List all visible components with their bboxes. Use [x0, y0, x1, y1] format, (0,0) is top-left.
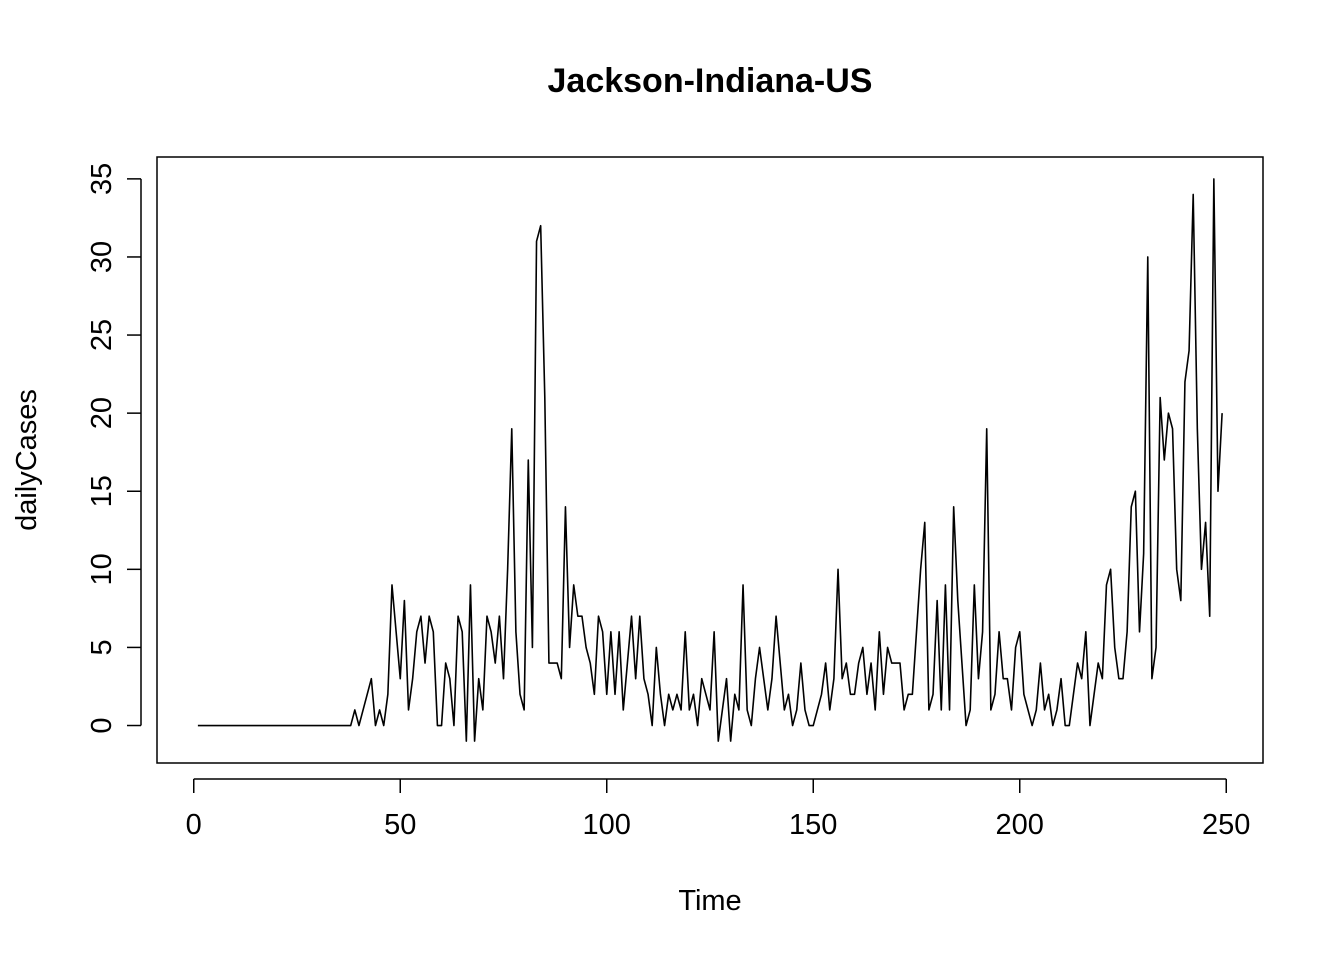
- y-tick-label: 30: [86, 241, 118, 273]
- plot-frame: [156, 156, 1264, 764]
- series-line-daily-cases: [197, 178, 1223, 742]
- x-tick-label: 150: [789, 809, 837, 841]
- x-tick-label: 250: [1202, 809, 1250, 841]
- x-axis-title: Time: [678, 885, 741, 917]
- y-tick-label: 25: [86, 319, 118, 351]
- y-tick-label: 0: [86, 717, 118, 733]
- y-tick-label: 15: [86, 475, 118, 507]
- y-tick-label: 20: [86, 397, 118, 429]
- x-tick-label: 200: [996, 809, 1044, 841]
- x-tick-label: 100: [583, 809, 631, 841]
- x-tick-label: 0: [186, 809, 202, 841]
- x-tick-label: 50: [384, 809, 416, 841]
- chart-title: Jackson-Indiana-US: [548, 62, 873, 100]
- y-tick-label: 35: [86, 163, 118, 195]
- y-tick-label: 5: [86, 639, 118, 655]
- y-axis-title: dailyCases: [11, 389, 43, 531]
- y-axis: 0 5 10 15 20 25 30 35: [86, 163, 142, 734]
- y-tick-label: 10: [86, 553, 118, 585]
- x-axis: 0 50 100 150 200 250: [186, 778, 1250, 841]
